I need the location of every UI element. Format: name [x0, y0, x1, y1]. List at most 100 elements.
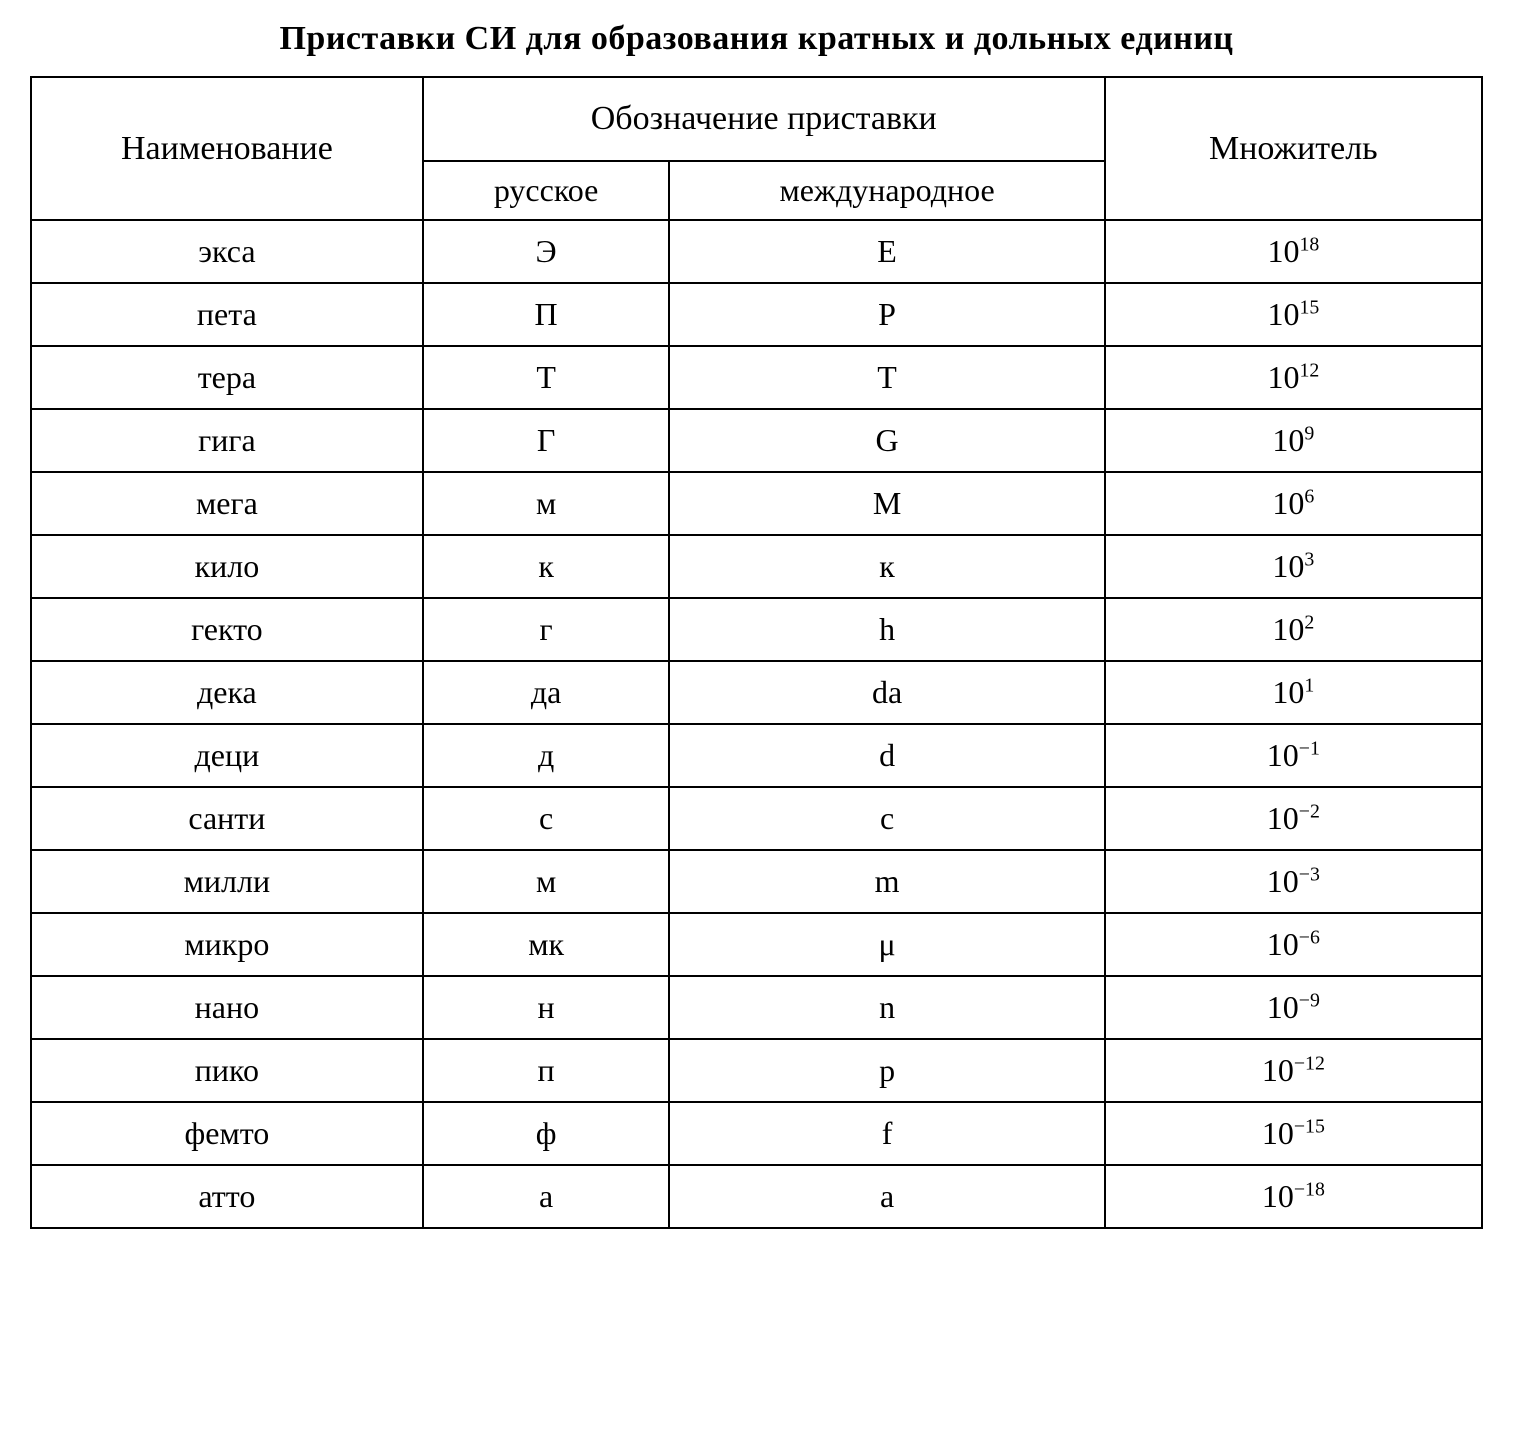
multiplier-base: 10 [1267, 800, 1299, 836]
cell-multiplier: 10−2 [1105, 787, 1482, 850]
cell-russian-symbol: м [423, 850, 670, 913]
cell-name: гига [31, 409, 423, 472]
cell-international-symbol: c [669, 787, 1104, 850]
header-russian: русское [423, 161, 670, 220]
multiplier-base: 10 [1262, 1178, 1294, 1214]
cell-russian-symbol: П [423, 283, 670, 346]
multiplier-exponent: −18 [1294, 1178, 1325, 1200]
cell-international-symbol: T [669, 346, 1104, 409]
multiplier-exponent: −9 [1299, 989, 1320, 1011]
cell-name: нано [31, 976, 423, 1039]
cell-international-symbol: h [669, 598, 1104, 661]
multiplier-base: 10 [1267, 737, 1299, 773]
table-row: мегамM106 [31, 472, 1482, 535]
cell-multiplier: 1015 [1105, 283, 1482, 346]
table-row: эксаЭE 1018 [31, 220, 1482, 283]
multiplier-exponent: −15 [1294, 1115, 1325, 1137]
multiplier-exponent: −12 [1294, 1052, 1325, 1074]
multiplier-exponent: 1 [1304, 674, 1314, 696]
cell-russian-symbol: п [423, 1039, 670, 1102]
header-multiplier: Множитель [1105, 77, 1482, 220]
cell-multiplier: 10−6 [1105, 913, 1482, 976]
cell-multiplier: 10−18 [1105, 1165, 1482, 1228]
table-row: тераТT1012 [31, 346, 1482, 409]
cell-international-symbol: m [669, 850, 1104, 913]
multiplier-base: 10 [1267, 359, 1299, 395]
cell-russian-symbol: мк [423, 913, 670, 976]
header-name: Наименование [31, 77, 423, 220]
si-prefixes-table: Наименование Обозначение приставки Множи… [30, 76, 1483, 1229]
cell-multiplier: 10−9 [1105, 976, 1482, 1039]
cell-international-symbol: da [669, 661, 1104, 724]
cell-international-symbol: d [669, 724, 1104, 787]
multiplier-exponent: −3 [1299, 863, 1320, 885]
table-row: гигаГG109 [31, 409, 1482, 472]
cell-multiplier: 10−1 [1105, 724, 1482, 787]
multiplier-base: 10 [1267, 989, 1299, 1025]
cell-multiplier: 102 [1105, 598, 1482, 661]
cell-name: пета [31, 283, 423, 346]
cell-international-symbol: μ [669, 913, 1104, 976]
cell-name: микро [31, 913, 423, 976]
multiplier-base: 10 [1267, 926, 1299, 962]
cell-multiplier: 10−12 [1105, 1039, 1482, 1102]
cell-name: тера [31, 346, 423, 409]
cell-russian-symbol: с [423, 787, 670, 850]
table-row: микромкμ10−6 [31, 913, 1482, 976]
multiplier-exponent: 12 [1299, 359, 1319, 381]
multiplier-base: 10 [1267, 296, 1299, 332]
multiplier-exponent: 9 [1304, 422, 1314, 444]
cell-russian-symbol: да [423, 661, 670, 724]
cell-international-symbol: n [669, 976, 1104, 1039]
table-row: декадаda101 [31, 661, 1482, 724]
multiplier-base: 10 [1262, 1115, 1294, 1151]
header-symbol-group: Обозначение приставки [423, 77, 1105, 161]
table-header-row-1: Наименование Обозначение приставки Множи… [31, 77, 1482, 161]
cell-russian-symbol: Т [423, 346, 670, 409]
cell-international-symbol: G [669, 409, 1104, 472]
table-body: эксаЭE1018петаПP1015тераТT1012гигаГG109м… [31, 220, 1482, 1228]
cell-name: милли [31, 850, 423, 913]
multiplier-base: 10 [1267, 233, 1299, 269]
cell-russian-symbol: Г [423, 409, 670, 472]
multiplier-base: 10 [1267, 863, 1299, 899]
table-row: гектогh102 [31, 598, 1482, 661]
cell-name: кило [31, 535, 423, 598]
cell-russian-symbol: Э [423, 220, 670, 283]
cell-name: дека [31, 661, 423, 724]
cell-name: деци [31, 724, 423, 787]
multiplier-exponent: 18 [1299, 233, 1319, 255]
cell-name: фемто [31, 1102, 423, 1165]
cell-russian-symbol: к [423, 535, 670, 598]
multiplier-exponent: 2 [1304, 611, 1314, 633]
multiplier-exponent: −6 [1299, 926, 1320, 948]
page-title: Приставки СИ для образования кратных и д… [30, 20, 1483, 58]
cell-multiplier: 101 [1105, 661, 1482, 724]
multiplier-exponent: 6 [1304, 485, 1314, 507]
cell-name: гекто [31, 598, 423, 661]
table-row: сантисc10−2 [31, 787, 1482, 850]
multiplier-base: 10 [1272, 548, 1304, 584]
cell-international-symbol: M [669, 472, 1104, 535]
cell-international-symbol: a [669, 1165, 1104, 1228]
table-row: децидd10−1 [31, 724, 1482, 787]
cell-multiplier: 10−3 [1105, 850, 1482, 913]
cell-international-symbol: P [669, 283, 1104, 346]
cell-name: санти [31, 787, 423, 850]
table-row: петаПP1015 [31, 283, 1482, 346]
multiplier-base: 10 [1262, 1052, 1294, 1088]
cell-name: экса [31, 220, 423, 283]
cell-multiplier: 1012 [1105, 346, 1482, 409]
table-row: нанонn10−9 [31, 976, 1482, 1039]
table-row: килокк103 [31, 535, 1482, 598]
multiplier-exponent: −2 [1299, 800, 1320, 822]
table-row: аттоаa10−18 [31, 1165, 1482, 1228]
cell-multiplier: 103 [1105, 535, 1482, 598]
cell-international-symbol: E [669, 220, 1104, 283]
cell-international-symbol: p [669, 1039, 1104, 1102]
cell-russian-symbol: ф [423, 1102, 670, 1165]
cell-name: атто [31, 1165, 423, 1228]
cell-russian-symbol: н [423, 976, 670, 1039]
cell-multiplier: 106 [1105, 472, 1482, 535]
cell-russian-symbol: г [423, 598, 670, 661]
